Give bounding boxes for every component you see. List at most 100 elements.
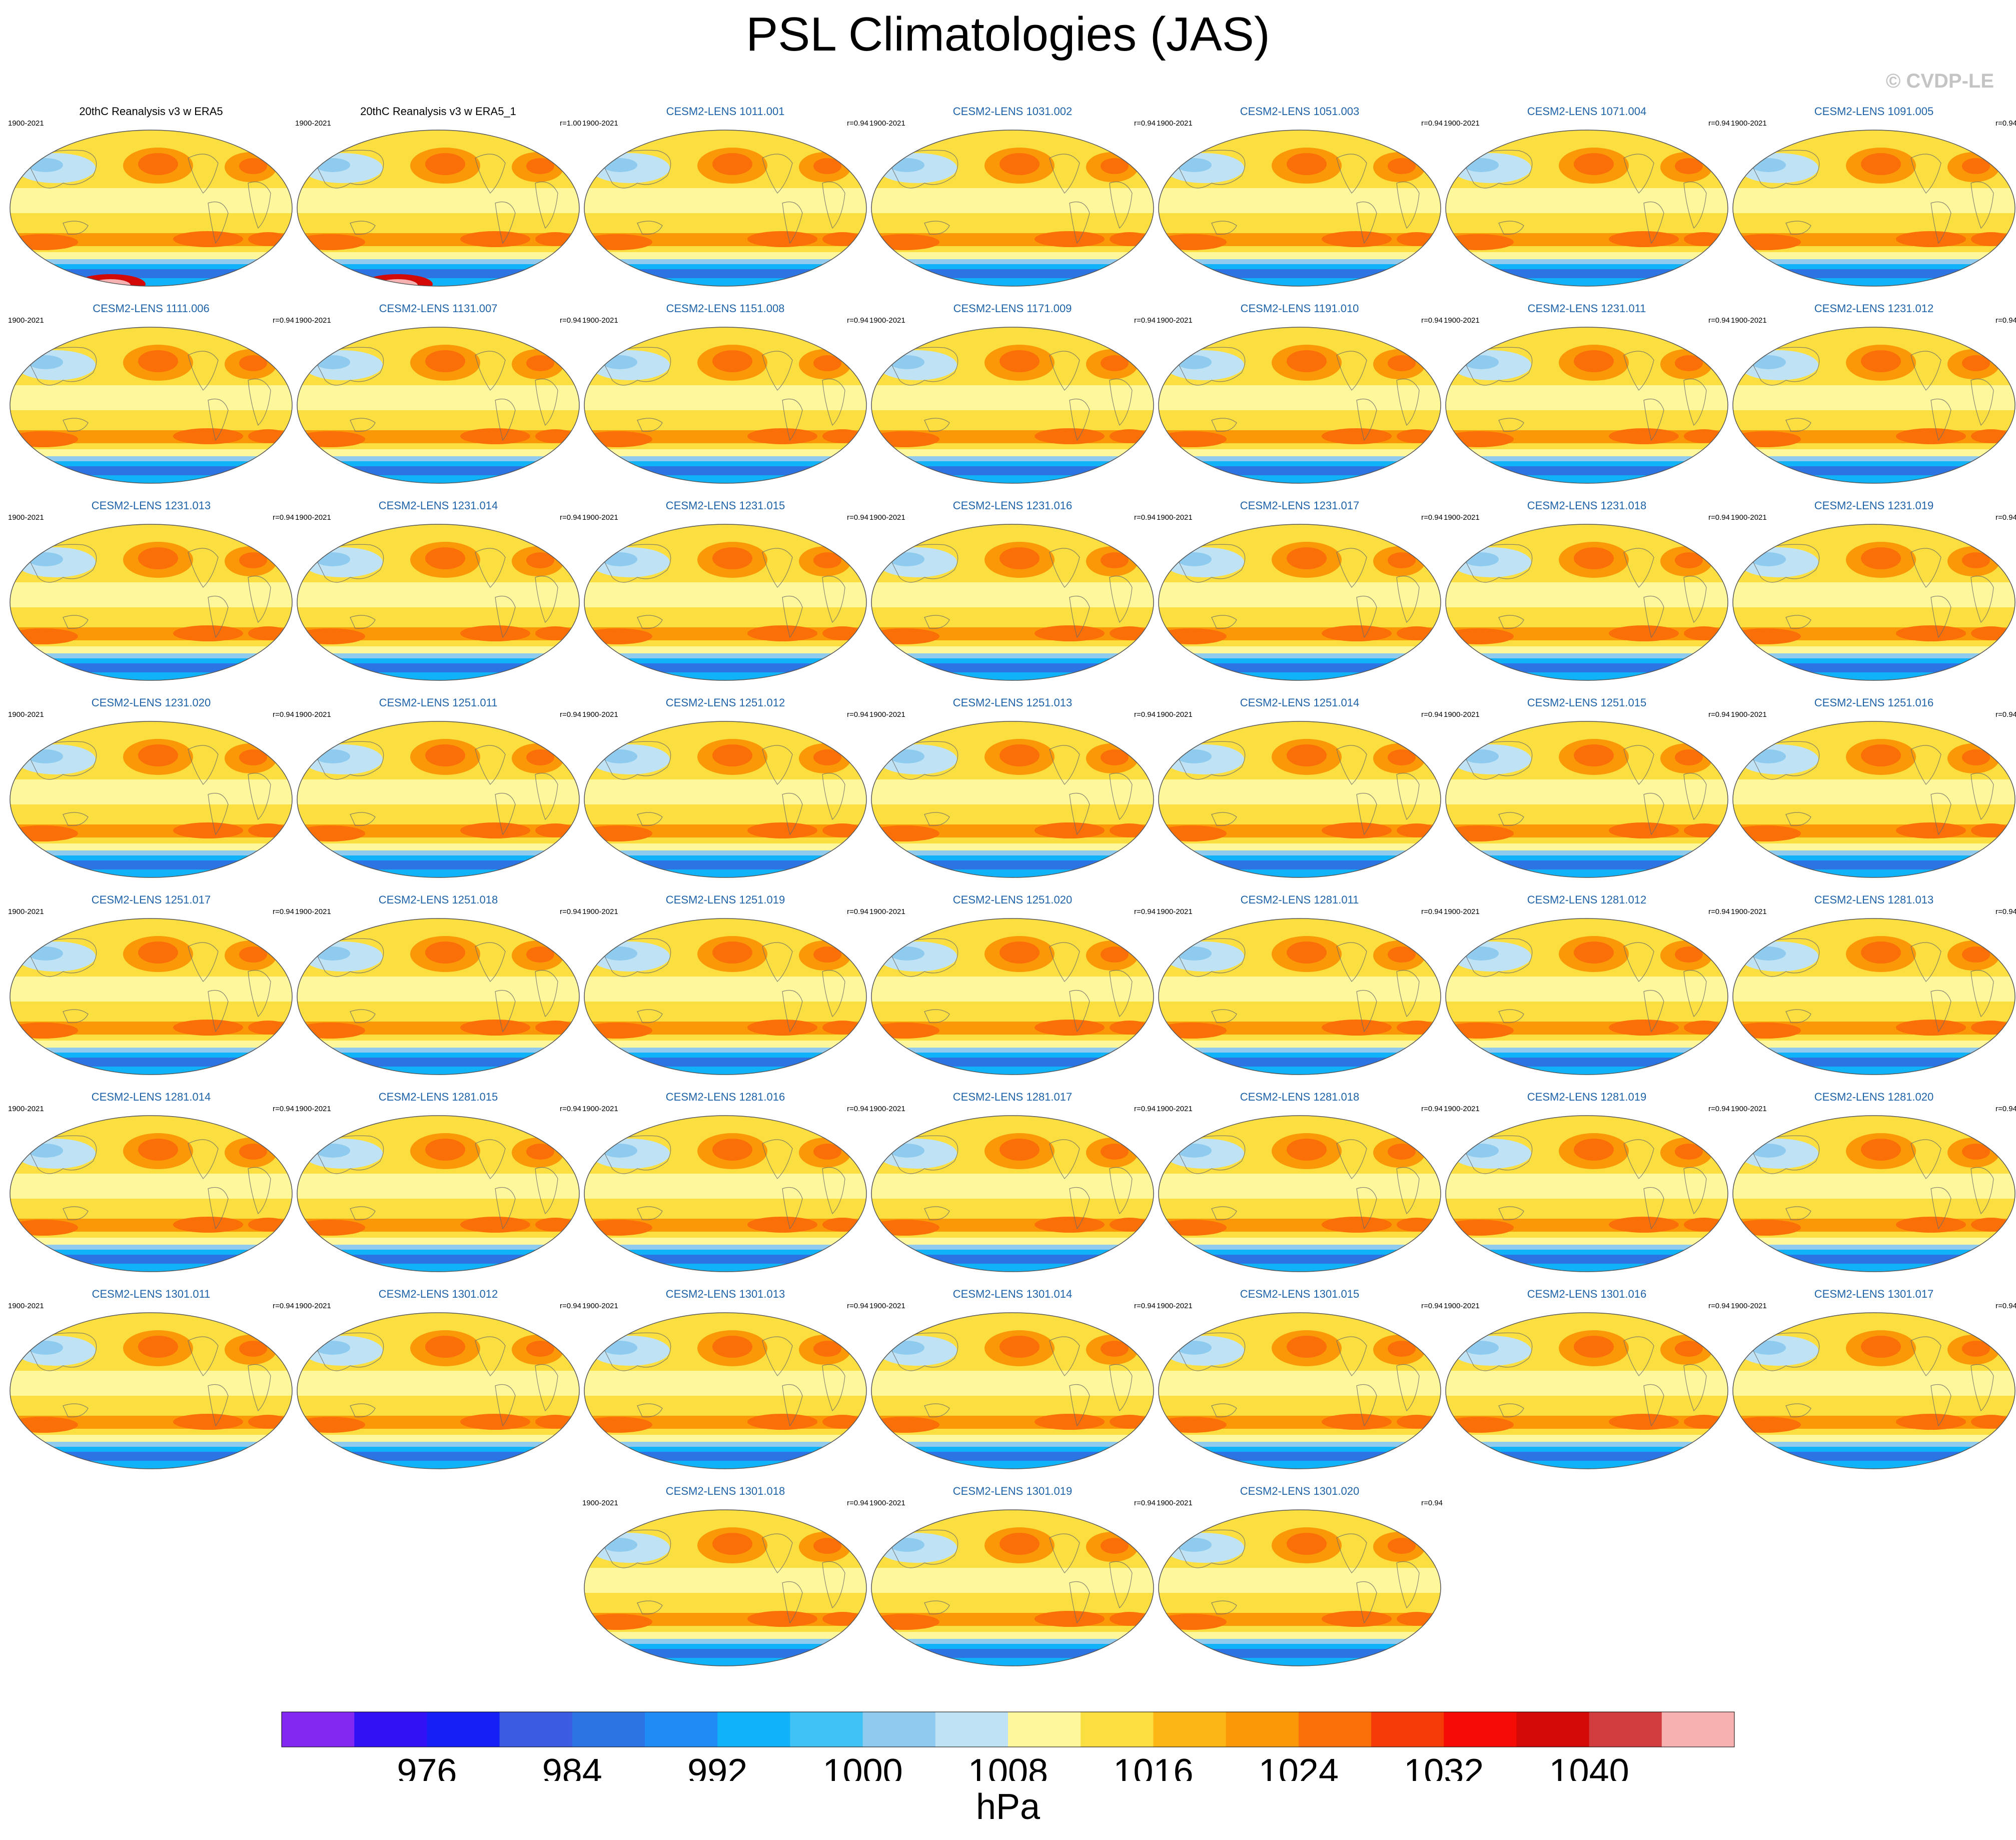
coastline-2: [1356, 792, 1377, 835]
psl-band-south-storm-2: [10, 658, 292, 663]
panel-title: 20thC Reanalysis v3 w ERA5_1: [360, 105, 516, 118]
psl-south-pacific-high: [1322, 231, 1392, 247]
coastline-1: [762, 154, 793, 194]
panel-years: 1900-2021: [8, 1105, 44, 1113]
psl-map: [1158, 1312, 1441, 1469]
colorbar-swatch: [427, 1712, 500, 1747]
coastline-1: [762, 548, 793, 588]
psl-band-tropics: [297, 188, 579, 213]
psl-north-atlantic-high-core: [1675, 749, 1703, 765]
psl-south-pacific-high: [460, 1414, 530, 1430]
coastline-2: [208, 1187, 229, 1230]
psl-north-pacific-high-core: [712, 1139, 752, 1161]
coastline-4: [1211, 1206, 1237, 1220]
map-panel: CESM2-LENS 1251.014 1900-2021 r=0.94: [1157, 696, 1443, 881]
psl-band-south-storm-1: [1733, 1245, 2015, 1250]
psl-band-south-midlat: [1733, 252, 2015, 259]
psl-band-south-midlat: [584, 1041, 866, 1048]
coastline-0: [28, 347, 97, 386]
panel-years: 1900-2021: [1157, 1499, 1193, 1507]
panel-correlation: r=0.94: [560, 1302, 581, 1310]
psl-band-south-midlat: [871, 1435, 1154, 1442]
panel-title: CESM2-LENS 1011.001: [666, 105, 785, 118]
psl-band-south-storm-2: [10, 264, 292, 269]
coastline-4: [1498, 418, 1524, 432]
psl-band-tropics: [871, 188, 1154, 213]
coastline-1: [188, 351, 219, 391]
coastline-3: [1396, 1167, 1420, 1215]
psl-band-tropics: [297, 582, 579, 607]
coastline-0: [315, 150, 384, 189]
psl-band-south-storm-1: [871, 653, 1154, 658]
psl-band-south-storm-2: [1159, 1644, 1441, 1649]
coastline-2: [1643, 792, 1664, 835]
psl-south-pacific-high: [1896, 1020, 1966, 1036]
psl-south-pacific-high: [173, 1217, 243, 1233]
panel-title: CESM2-LENS 1281.018: [1240, 1091, 1360, 1103]
map-panel: CESM2-LENS 1281.019 1900-2021 r=0.94: [1444, 1091, 1730, 1276]
psl-north-pacific-high-core: [1574, 547, 1614, 569]
panel-title: CESM2-LENS 1251.019: [665, 893, 785, 906]
psl-band-south-storm-1: [10, 653, 292, 658]
panel-years: 1900-2021: [582, 1499, 618, 1507]
psl-north-atlantic-high-core: [1388, 158, 1416, 174]
panel-correlation: r=0.94: [273, 316, 294, 325]
panel-years: 1900-2021: [1731, 907, 1767, 916]
panel-title: CESM2-LENS 1281.020: [1814, 1091, 1934, 1103]
coastline-2: [1930, 1187, 1951, 1230]
coastline-2: [1356, 201, 1377, 244]
coastline-1: [762, 1139, 793, 1179]
psl-map: [584, 1312, 867, 1469]
coastline-1: [1910, 154, 1941, 194]
psl-field: [1159, 327, 1441, 483]
panel-correlation: r=0.94: [273, 513, 294, 522]
psl-band-tropics: [1446, 188, 1728, 213]
coastline-2: [1930, 792, 1951, 835]
coastline-4: [637, 1206, 663, 1220]
panel-title: CESM2-LENS 1251.013: [952, 696, 1073, 709]
psl-band-south-storm-1: [871, 850, 1154, 855]
coastline-1: [1049, 351, 1080, 391]
psl-band-south-midlat: [1159, 843, 1441, 850]
psl-band-south-midlat: [584, 252, 866, 259]
psl-band-south-storm-2: [1733, 1447, 2015, 1452]
psl-band-south-storm-2: [1446, 461, 1728, 466]
psl-band-south-storm-1: [10, 456, 292, 461]
psl-band-south-storm-1: [1159, 1442, 1441, 1447]
coastline-4: [637, 812, 663, 826]
psl-band-south-midlat: [584, 843, 866, 850]
coastline-2: [1069, 595, 1090, 638]
psl-band-south-midlat: [297, 646, 579, 653]
map-border: [1445, 524, 1728, 681]
psl-band-south-storm-1: [297, 1245, 579, 1250]
map-panel: CESM2-LENS 1251.013 1900-2021 r=0.94: [869, 696, 1156, 881]
panel-correlation: r=1.00: [560, 119, 581, 128]
map-border: [1445, 1115, 1728, 1272]
psl-band-south-storm-2: [1733, 461, 2015, 466]
map-panel: CESM2-LENS 1281.015 1900-2021 r=0.94: [295, 1091, 581, 1276]
colorbar-tick-label: 1000: [823, 1752, 903, 1781]
map-border: [871, 918, 1154, 1075]
psl-band-south-midlat: [297, 1238, 579, 1245]
psl-band-tropics: [297, 385, 579, 410]
psl-band-tropics: [871, 977, 1154, 1002]
coastline-4: [637, 1403, 663, 1417]
panel-correlation: r=0.94: [1995, 119, 2016, 128]
psl-map: [10, 1115, 293, 1272]
coastline-3: [1109, 970, 1133, 1018]
map-border: [584, 918, 867, 1075]
coastline-1: [1049, 154, 1080, 194]
psl-band-tropics: [297, 1174, 579, 1199]
map-border: [1158, 130, 1441, 287]
psl-north-pacific-high-core: [425, 744, 465, 766]
colorbar-swatch: [1298, 1712, 1372, 1747]
map-panel: CESM2-LENS 1301.014 1900-2021 r=0.94: [869, 1288, 1156, 1473]
colorbar-tick-label: 1040: [1549, 1752, 1629, 1781]
psl-band-south-storm-1: [1159, 653, 1441, 658]
coastline-2: [1643, 990, 1664, 1033]
psl-map: [871, 1509, 1154, 1666]
psl-band-tropics: [1446, 582, 1728, 607]
psl-map: [1445, 1312, 1728, 1469]
panel-title: CESM2-LENS 1071.004: [1527, 105, 1647, 118]
psl-north-atlantic-high-core: [526, 1341, 554, 1357]
